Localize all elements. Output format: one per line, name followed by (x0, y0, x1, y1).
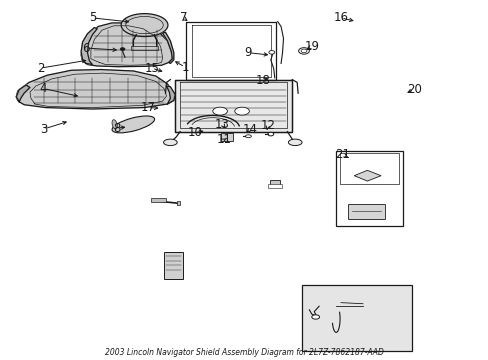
Text: 2: 2 (37, 62, 44, 75)
Ellipse shape (311, 315, 319, 319)
Polygon shape (81, 23, 172, 67)
Bar (221, 134, 233, 140)
Text: 14: 14 (243, 122, 257, 136)
Bar (335, 150, 403, 226)
Text: 19: 19 (304, 40, 319, 53)
Polygon shape (16, 69, 173, 109)
Polygon shape (175, 80, 292, 132)
Text: 21: 21 (335, 148, 350, 161)
Text: 12: 12 (260, 119, 275, 132)
Bar (268, 184, 282, 188)
Bar (151, 198, 165, 202)
Ellipse shape (234, 107, 249, 115)
Polygon shape (353, 170, 380, 181)
Ellipse shape (288, 139, 302, 145)
Polygon shape (81, 28, 97, 64)
Bar (163, 252, 182, 279)
Text: 6: 6 (82, 41, 90, 54)
Text: 13: 13 (215, 118, 229, 131)
Ellipse shape (112, 120, 117, 129)
Polygon shape (166, 86, 175, 104)
Ellipse shape (245, 135, 251, 138)
Text: 8: 8 (113, 122, 120, 135)
Text: 20: 20 (406, 83, 421, 96)
Polygon shape (16, 85, 30, 102)
Ellipse shape (301, 49, 306, 53)
Text: 7: 7 (180, 12, 187, 24)
Text: 3: 3 (40, 122, 47, 136)
Bar (269, 180, 279, 187)
Polygon shape (162, 32, 173, 63)
Text: 18: 18 (255, 74, 270, 87)
Ellipse shape (225, 137, 232, 140)
Text: 11: 11 (216, 133, 231, 146)
Bar (302, 285, 411, 351)
Ellipse shape (120, 48, 125, 50)
Text: 17: 17 (140, 101, 155, 114)
Ellipse shape (112, 116, 154, 133)
Ellipse shape (163, 139, 177, 145)
Text: 15: 15 (144, 62, 159, 75)
Ellipse shape (121, 14, 167, 37)
Text: 10: 10 (187, 126, 202, 139)
Text: 9: 9 (244, 46, 252, 59)
Ellipse shape (298, 48, 309, 54)
Text: 1: 1 (181, 60, 188, 73)
Bar (339, 153, 398, 184)
Text: 2003 Lincoln Navigator Shield Assembly Diagram for 2L7Z-7862187-AAD: 2003 Lincoln Navigator Shield Assembly D… (105, 348, 383, 357)
Bar (177, 201, 180, 206)
Text: 5: 5 (88, 12, 96, 24)
Ellipse shape (212, 107, 227, 115)
Text: 4: 4 (40, 82, 47, 95)
Text: 16: 16 (333, 12, 348, 24)
Ellipse shape (267, 132, 273, 136)
Ellipse shape (268, 50, 274, 54)
Bar (347, 204, 384, 219)
Bar (131, 45, 158, 50)
